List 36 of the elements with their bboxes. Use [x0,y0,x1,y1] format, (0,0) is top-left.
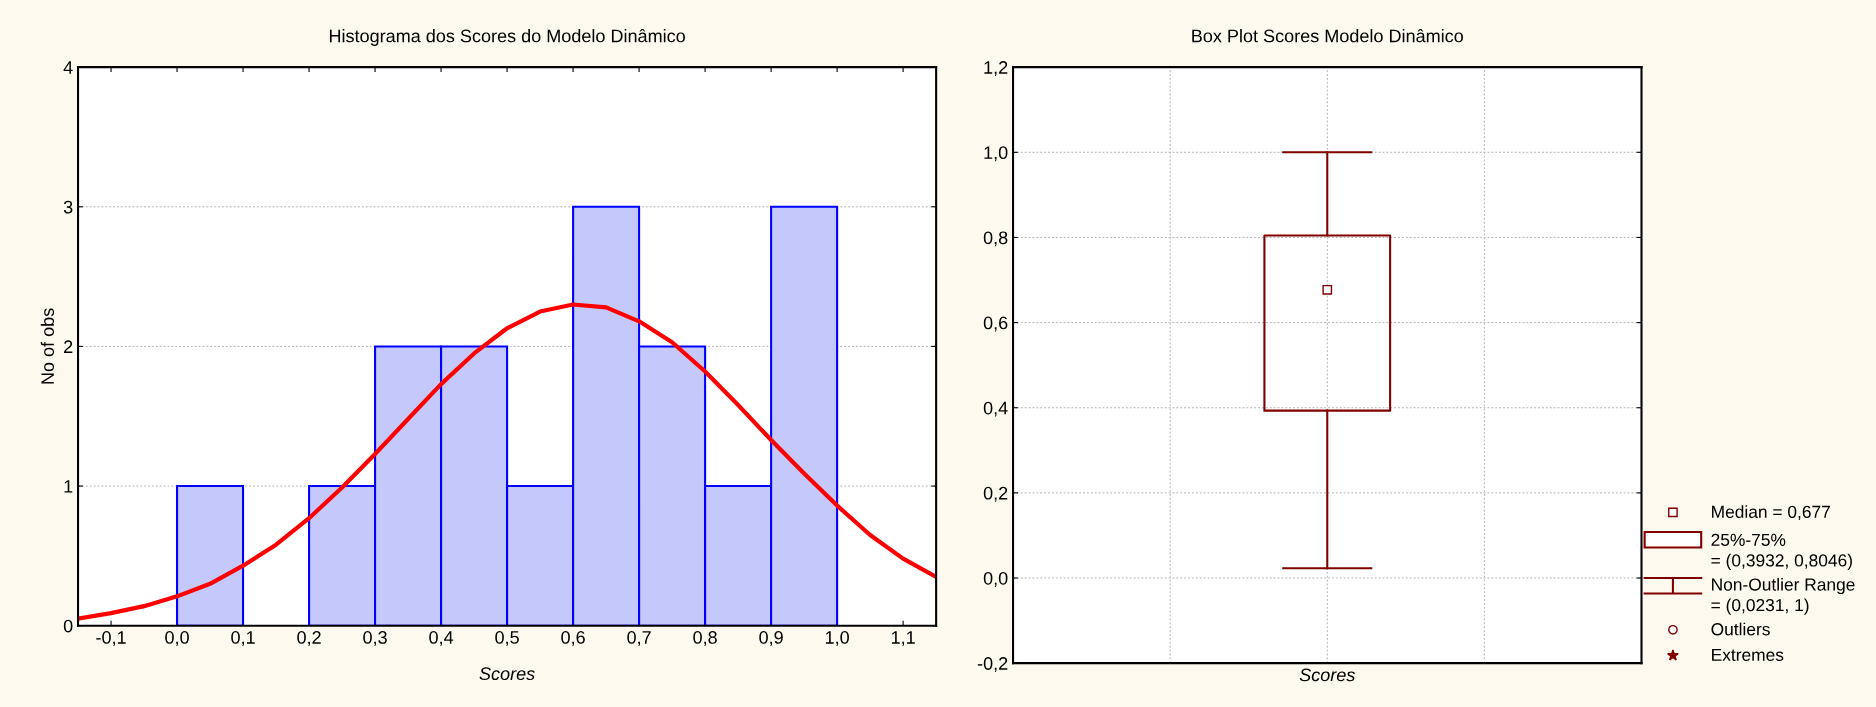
x-tick-label: 1,1 [891,631,915,646]
chart-title: Histograma dos Scores do Modelo Dinâmico [329,29,685,46]
line-series [78,302,937,621]
y-axis-title: No of obs [40,308,55,384]
y-tick-label: 4 [63,61,73,74]
text: 25%-75% = (0,3932, 0,8046) [1711,533,1852,570]
x-tick-label: 0,6 [561,631,585,646]
y-tick-label: 0,0 [983,571,1008,587]
y-tick-label: 1,0 [984,146,1008,162]
y-tick-label: 3 [63,200,73,214]
x-tick-label: 0,1 [231,631,255,646]
x-tick-label: 0,3 [363,631,387,646]
y-tick-label: 0,2 [983,486,1008,502]
y-tick-label: 1 [64,480,73,493]
x-tick-label: 0,2 [297,631,321,646]
text: Median = 0,677 [1712,505,1830,521]
x-tick-label: 0,9 [759,631,783,646]
x-tick-label: 0,7 [627,631,651,646]
y-tick-label: 0 [63,619,73,633]
y-tick-label: 0,6 [983,316,1008,332]
y-tick-label: 0,8 [983,231,1008,247]
y-tick-label: 0,4 [983,401,1008,417]
x-tick-label: 0,4 [429,631,454,646]
x-tick-label: -0,1 [96,631,126,646]
y-tick-label: 1,2 [984,61,1008,77]
x-tick-label: 1,0 [825,631,849,646]
text: Extremes [1712,648,1784,662]
x-tick-label: 0,8 [693,631,717,646]
y-tick-label: -0,2 [977,657,1008,673]
x-axis-title: Scores [479,667,535,681]
x-tick-label: 0,0 [165,631,189,646]
text: Non-Outlier Range = (0,0231, 1) [1711,577,1855,615]
y-tick-label: 2 [64,340,73,353]
x-tick-label: 0,5 [495,631,519,646]
chart-title: Box Plot Scores Modelo Dinâmico [1192,29,1463,43]
text: Outliers [1711,622,1770,636]
